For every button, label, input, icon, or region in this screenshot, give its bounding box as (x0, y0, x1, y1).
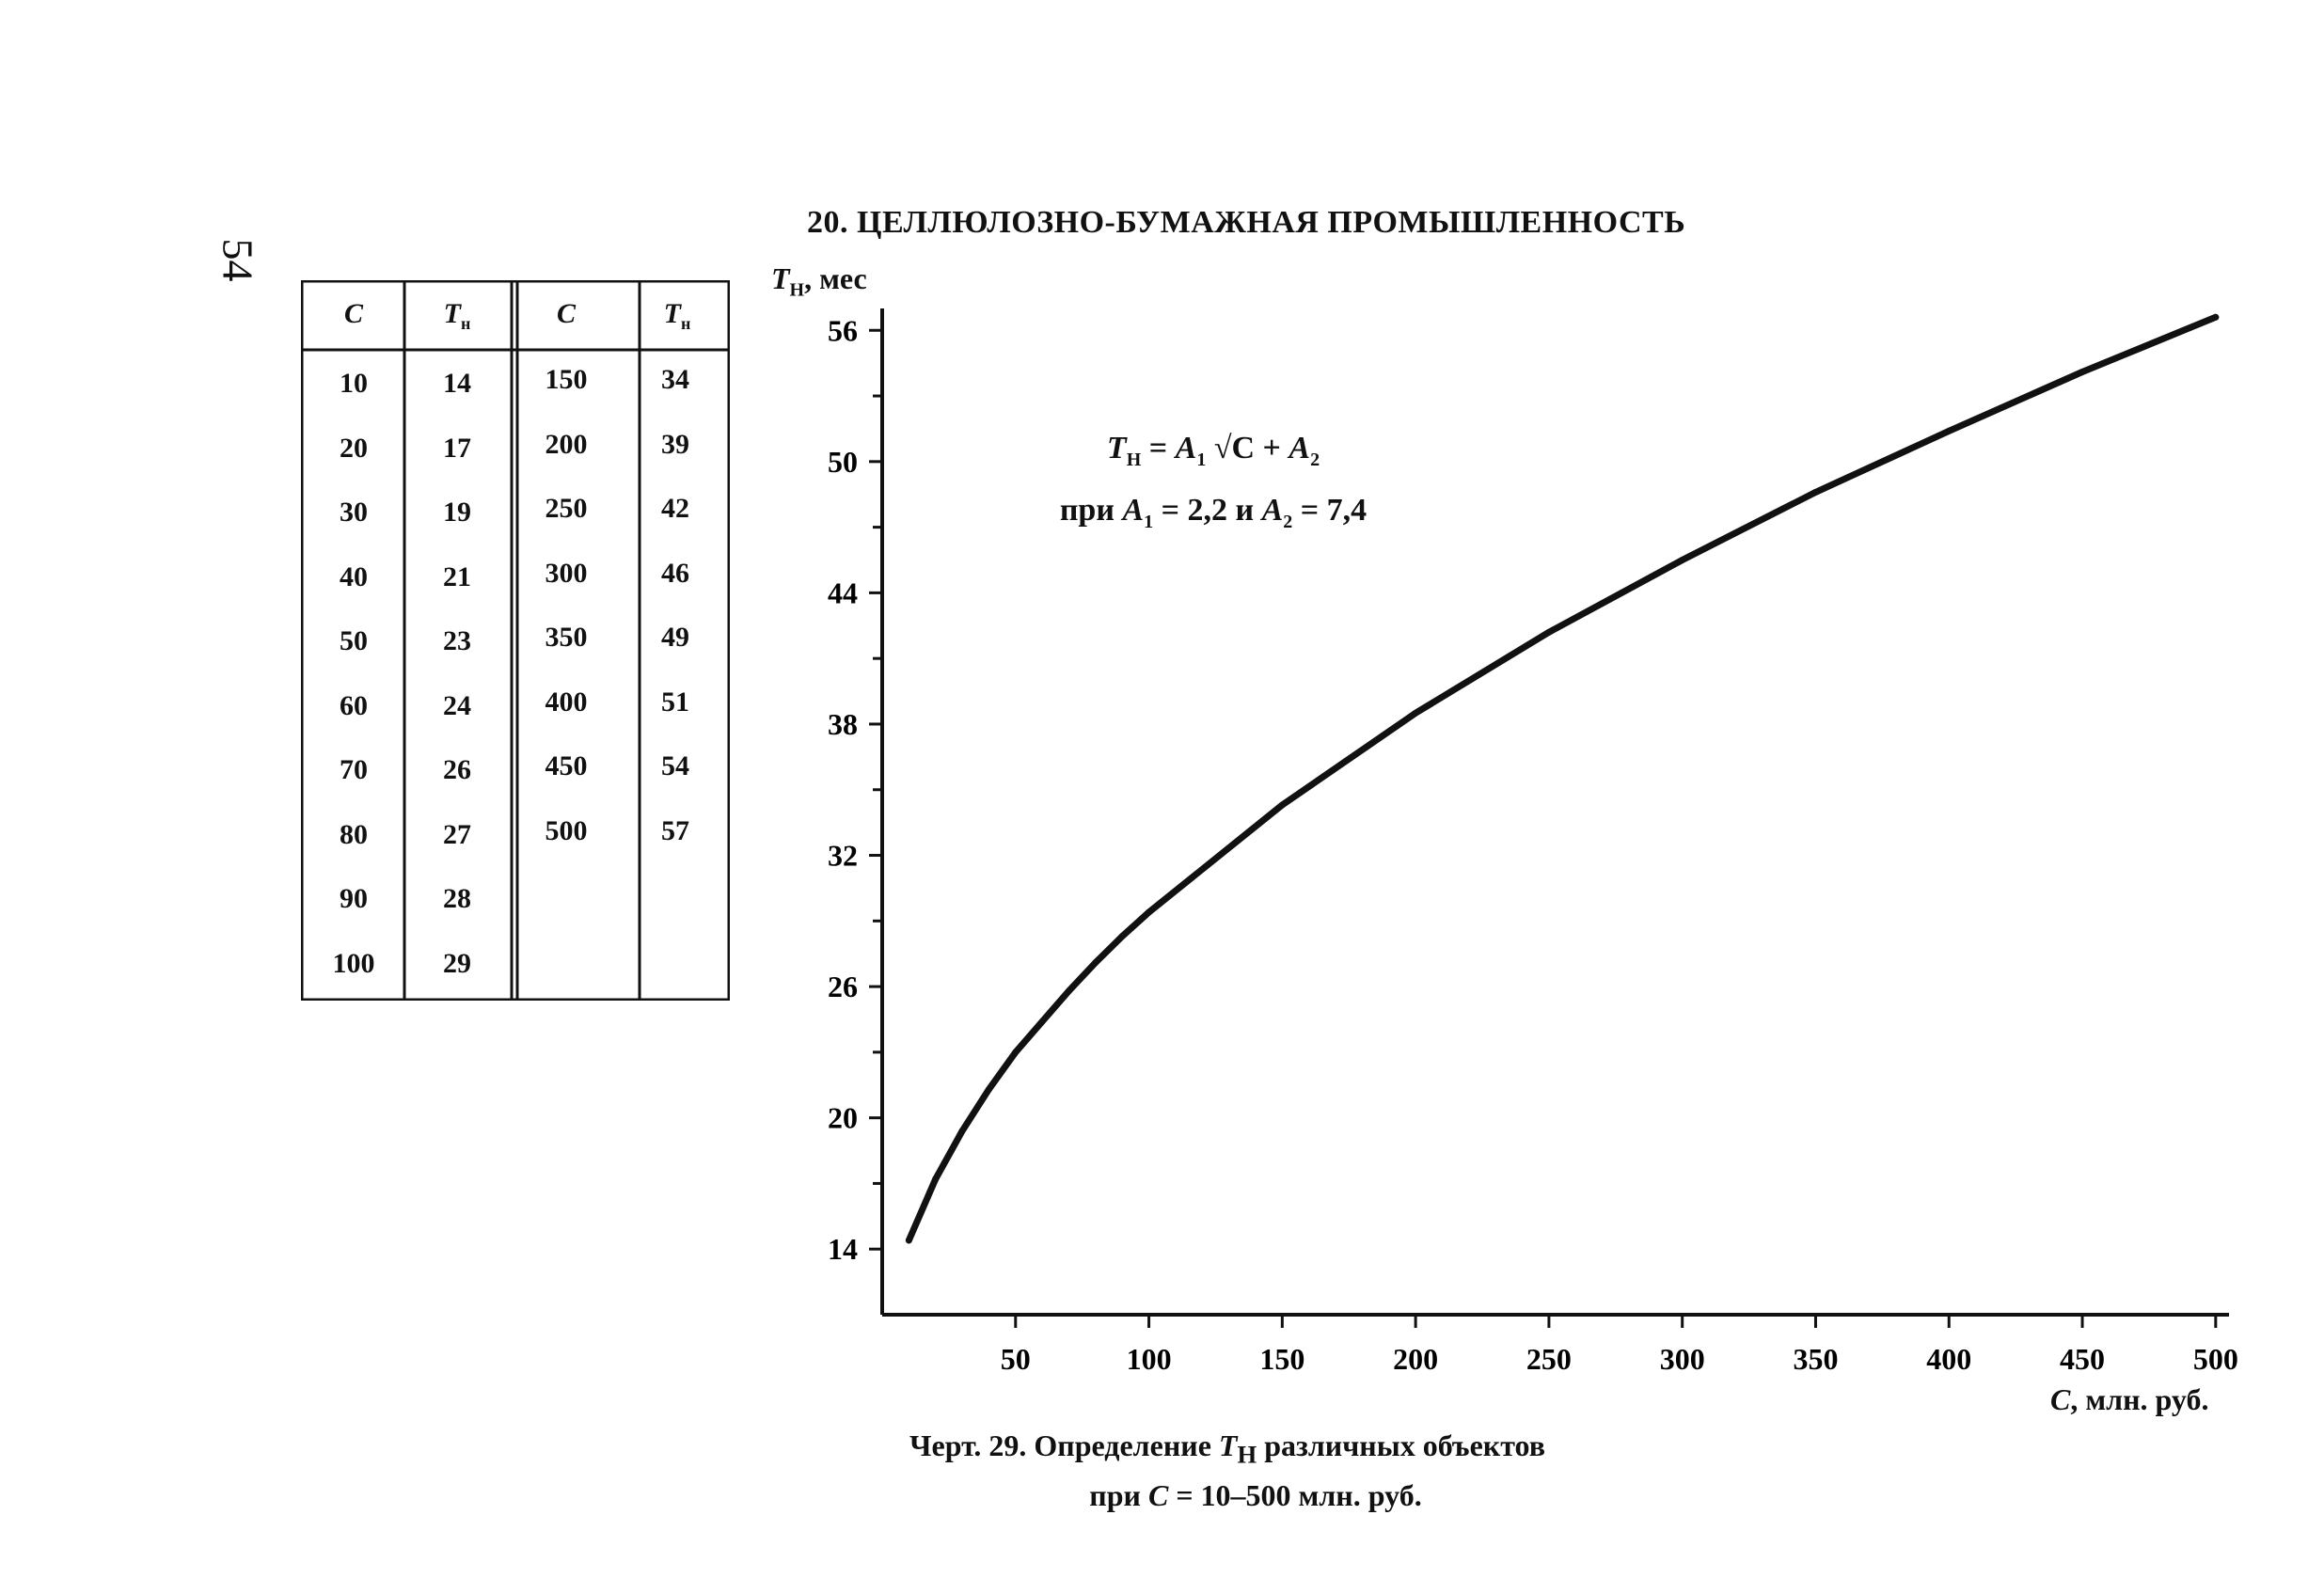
table-header-t: Tн (663, 298, 691, 333)
formula-line-2: при A1 = 2,2 и A2 = 7,4 (1059, 492, 1368, 532)
x-tick-label: 450 (2060, 1342, 2105, 1376)
data-point (1679, 557, 1686, 563)
table-cell-t: 21 (443, 560, 471, 592)
data-point (1811, 488, 1819, 496)
table-cell-t: 26 (443, 754, 471, 785)
x-axis-label: C, млн. руб. (2050, 1382, 2209, 1416)
x-tick-label: 50 (1001, 1342, 1031, 1376)
data-point (1146, 908, 1153, 916)
x-tick-label: 150 (1259, 1342, 1304, 1376)
table-grid (301, 280, 730, 1001)
figure-caption: Черт. 29. Определение TН различных объек… (870, 1425, 1585, 1516)
data-point (1545, 628, 1553, 636)
x-tick-label: 100 (1127, 1342, 1172, 1376)
table-header-c: C (556, 298, 576, 329)
table-cell-t: 24 (443, 689, 471, 721)
table-cell-t: 27 (443, 818, 471, 850)
data-point (1092, 959, 1099, 966)
table-cell-c: 30 (340, 497, 368, 528)
table-cell-c: 500 (545, 814, 588, 846)
table-cell-c: 50 (340, 625, 368, 656)
table-cell-c: 70 (340, 754, 368, 785)
x-tick-label: 400 (1926, 1342, 1971, 1376)
data-point (905, 1237, 912, 1244)
table-header-c: C (343, 298, 363, 329)
data-point (1065, 987, 1072, 995)
caption-line-2: при C = 10–500 млн. руб. (1089, 1478, 1422, 1513)
table-cell-t: 54 (661, 750, 689, 781)
table-cell-t: 51 (661, 686, 689, 718)
table-cell-c: 450 (545, 750, 588, 781)
table-cell-c: 350 (545, 622, 588, 653)
table-cell-c: 400 (545, 686, 588, 718)
data-point (1278, 801, 1286, 809)
table-cell-c: 90 (340, 883, 368, 914)
table-cell-t: 29 (443, 947, 471, 979)
data-point (932, 1176, 940, 1183)
series-line (905, 313, 2220, 1244)
y-tick-label: 32 (828, 839, 858, 873)
data-point (1012, 1049, 1020, 1056)
y-tick-label: 20 (828, 1101, 858, 1135)
table-cell-t: 39 (661, 428, 689, 460)
table-cell-c: 200 (545, 428, 588, 460)
table-cell-t: 42 (661, 493, 689, 524)
table-cell-c: 80 (340, 818, 368, 850)
y-tick-label: 56 (828, 313, 858, 347)
table-cell-t: 19 (443, 497, 471, 528)
table-cell-c: 250 (545, 493, 588, 524)
data-point (2079, 368, 2086, 375)
section-title: 20. ЦЕЛЛЮЛОЗНО-БУМАЖНАЯ ПРОМЫШЛЕННОСТЬ (807, 205, 1686, 240)
x-tick-label: 250 (1526, 1342, 1572, 1376)
data-point (1412, 709, 1419, 717)
table-cell-c: 300 (545, 557, 588, 589)
formula: TН = A1 √C + A2 при A1 = 2,2 и A2 = 7,4 (1016, 423, 1411, 547)
table-cell-t: 17 (443, 432, 471, 464)
x-tick-label: 300 (1660, 1342, 1705, 1376)
table-cell-c: 40 (340, 560, 368, 592)
table-cell-t: 49 (661, 622, 689, 653)
y-tick-label: 14 (828, 1232, 858, 1266)
table-cell-t: 28 (443, 883, 471, 914)
table-cell-c: 150 (545, 364, 588, 395)
x-tick-label: 350 (1793, 1342, 1838, 1376)
y-tick-label: 26 (828, 970, 858, 1003)
y-tick-label: 50 (828, 445, 858, 479)
table-cell-c: 10 (340, 368, 368, 399)
data-table: C Tн C Tн 10 20 30 40 50 60 70 80 90 100 14 17 19 21 23 24 2… (301, 280, 730, 1001)
table-cell-t: 46 (661, 557, 689, 589)
table-cell-c: 60 (340, 689, 368, 721)
x-tick-label: 500 (2193, 1342, 2238, 1376)
y-tick-label: 38 (828, 707, 858, 741)
data-point (1038, 1018, 1046, 1025)
data-point (2212, 313, 2220, 321)
caption-line-1: Черт. 29. Определение TН различных объек… (909, 1428, 1545, 1469)
table-header-t: Tн (443, 298, 471, 333)
table-cell-t: 57 (661, 814, 689, 846)
table-cell-c: 20 (340, 432, 368, 464)
x-tick-label: 200 (1393, 1342, 1438, 1376)
data-point (958, 1128, 966, 1135)
data-point (985, 1085, 992, 1093)
table-cell-c: 100 (332, 947, 375, 979)
y-axis-label: TН, мес (771, 261, 867, 301)
table-cell-t: 14 (443, 368, 471, 399)
data-point (1945, 427, 1952, 434)
y-tick-label: 44 (828, 576, 858, 609)
formula-line-1: TН = A1 √C + A2 (1106, 431, 1320, 470)
table-cell-t: 34 (661, 364, 689, 395)
data-point (1118, 933, 1126, 940)
table-cell-t: 23 (443, 625, 471, 656)
